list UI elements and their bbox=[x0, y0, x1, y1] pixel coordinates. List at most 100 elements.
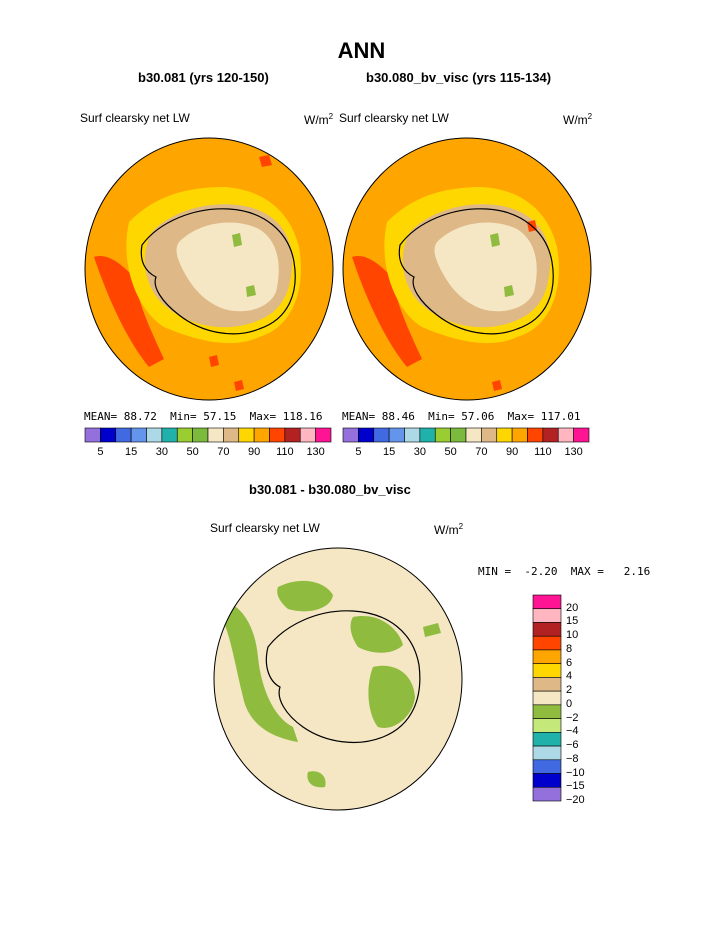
colorbar-tick-label: 110 bbox=[276, 446, 294, 458]
colorbar-swatch bbox=[115, 427, 132, 443]
colorbar-swatch bbox=[161, 427, 178, 443]
colorbar-tick-label: 15 bbox=[383, 446, 396, 458]
panel-1-title: b30.081 (yrs 120-150) bbox=[138, 70, 269, 85]
green-spot-2 bbox=[246, 285, 256, 297]
colorbar-swatch bbox=[434, 427, 451, 443]
diff-colorbar-swatch bbox=[532, 773, 562, 788]
colorbar-swatch bbox=[146, 427, 163, 443]
diff-green-west bbox=[214, 597, 298, 742]
colorbar-tick-label: 70 bbox=[475, 446, 488, 458]
green-spot-2 bbox=[504, 285, 514, 297]
colorbar-swatch bbox=[315, 427, 332, 443]
colorbar-tick-label: 30 bbox=[413, 446, 426, 458]
colorbar-swatch bbox=[450, 427, 467, 443]
colorbar-swatch bbox=[223, 427, 240, 443]
diff-colorbar-tick-label: 10 bbox=[566, 629, 579, 642]
red-spot-3 bbox=[234, 380, 244, 391]
diff-colorbar-tick-label: −2 bbox=[566, 711, 579, 724]
main-title: ANN bbox=[337, 38, 386, 63]
diff-colorbar-tick-label: −10 bbox=[566, 766, 585, 779]
diff-colorbar-tick-label: 2 bbox=[566, 684, 573, 697]
colorbar-tick-label: 15 bbox=[125, 446, 138, 458]
red-patch-west bbox=[352, 256, 422, 367]
colorbar-swatch bbox=[130, 427, 147, 443]
panel-1-variable-label: Surf clearsky net LW bbox=[80, 111, 190, 125]
diff-map bbox=[213, 547, 463, 811]
colorbar-swatch bbox=[207, 427, 224, 443]
colorbar-swatch bbox=[176, 427, 193, 443]
panel-2-variable-label: Surf clearsky net LW bbox=[339, 111, 449, 125]
colorbar-tick-label: 130 bbox=[306, 446, 325, 458]
colorbar-tick-label: 90 bbox=[506, 446, 519, 458]
colorbar-swatch bbox=[358, 427, 375, 443]
colorbar-swatch bbox=[404, 427, 421, 443]
diff-green-south bbox=[307, 771, 326, 788]
colorbar-swatch bbox=[527, 427, 544, 443]
red-spot-2 bbox=[492, 380, 502, 391]
panel-1-map bbox=[84, 137, 334, 401]
colorbar-tick-label: 5 bbox=[355, 446, 362, 458]
red-patch-west bbox=[94, 256, 164, 367]
diff-colorbar-swatch bbox=[532, 622, 562, 637]
panel-1-units: W/m2 bbox=[304, 112, 334, 127]
green-spot-1 bbox=[490, 233, 500, 247]
colorbar-tick-label: 50 bbox=[444, 446, 457, 458]
colorbar-tick-label: 50 bbox=[186, 446, 199, 458]
diff-colorbar-swatch bbox=[532, 690, 562, 706]
green-spot-1 bbox=[232, 233, 242, 247]
colorbar-swatch bbox=[481, 427, 498, 443]
diff-colorbar-swatch bbox=[532, 759, 562, 774]
colorbar-swatch bbox=[299, 427, 316, 443]
colorbar-swatch bbox=[269, 427, 286, 443]
colorbar-swatch bbox=[419, 427, 436, 443]
diff-colorbar-swatch bbox=[532, 745, 562, 761]
colorbar-swatch bbox=[253, 427, 270, 443]
diff-colorbar-tick-label: −4 bbox=[566, 725, 579, 738]
colorbar-swatch bbox=[342, 427, 359, 443]
diff-green-top bbox=[268, 553, 281, 563]
diff-green-northeast bbox=[350, 616, 403, 653]
diff-colorbar-swatch bbox=[532, 635, 562, 651]
diff-colorbar-tick-label: 0 bbox=[566, 697, 573, 710]
panel-1-stats: MEAN= 88.72 Min= 57.15 Max= 118.16 bbox=[84, 410, 323, 423]
diff-colorbar-swatch bbox=[532, 663, 562, 678]
colorbar-swatch bbox=[192, 427, 209, 443]
diff-colorbar-tick-label: 4 bbox=[566, 670, 573, 683]
diff-colorbar-tick-label: −8 bbox=[566, 752, 579, 765]
colorbar-swatch bbox=[542, 427, 559, 443]
diff-variable-label: Surf clearsky net LW bbox=[210, 521, 320, 535]
diff-colorbar-tick-label: 15 bbox=[566, 615, 579, 628]
diff-colorbar-tick-label: 6 bbox=[566, 656, 573, 669]
colorbar-swatch bbox=[373, 427, 390, 443]
diff-colorbar-swatch bbox=[532, 718, 562, 733]
colorbar-tick-label: 130 bbox=[564, 446, 583, 458]
colorbar-swatch bbox=[511, 427, 528, 443]
panel-2-title: b30.080_bv_visc (yrs 115-134) bbox=[366, 70, 552, 85]
diff-colorbar-tick-label: −6 bbox=[566, 739, 579, 752]
colorbar-swatch bbox=[238, 427, 255, 443]
diff-colorbar-swatch bbox=[532, 677, 562, 692]
diff-coastline bbox=[265, 610, 421, 744]
diff-colorbar bbox=[532, 594, 562, 802]
colorbar-swatch bbox=[388, 427, 405, 443]
colorbar-tick-label: 90 bbox=[248, 446, 261, 458]
diff-colorbar-tick-label: −15 bbox=[566, 780, 585, 793]
colorbar-tick-label: 110 bbox=[534, 446, 552, 458]
colorbar-swatch bbox=[573, 427, 590, 443]
diff-title: b30.081 - b30.080_bv_visc bbox=[249, 482, 411, 497]
diff-colorbar-tick-label: 20 bbox=[566, 601, 579, 614]
diff-green-east bbox=[368, 665, 415, 728]
diff-colorbar-swatch bbox=[532, 704, 562, 719]
diff-units: W/m2 bbox=[434, 522, 464, 537]
panel-2-map bbox=[342, 137, 592, 401]
red-spot-1 bbox=[259, 155, 272, 167]
diff-colorbar-swatch bbox=[532, 732, 562, 747]
colorbar-tick-label: 5 bbox=[97, 446, 104, 458]
colorbar-swatch bbox=[557, 427, 574, 443]
panel-2-units: W/m2 bbox=[563, 112, 593, 127]
diff-colorbar-swatch bbox=[532, 649, 562, 664]
colorbar-swatch bbox=[84, 427, 101, 443]
panel-2-colorbar bbox=[342, 427, 590, 443]
diff-colorbar-swatch bbox=[532, 594, 562, 610]
panel-1-colorbar bbox=[84, 427, 332, 443]
